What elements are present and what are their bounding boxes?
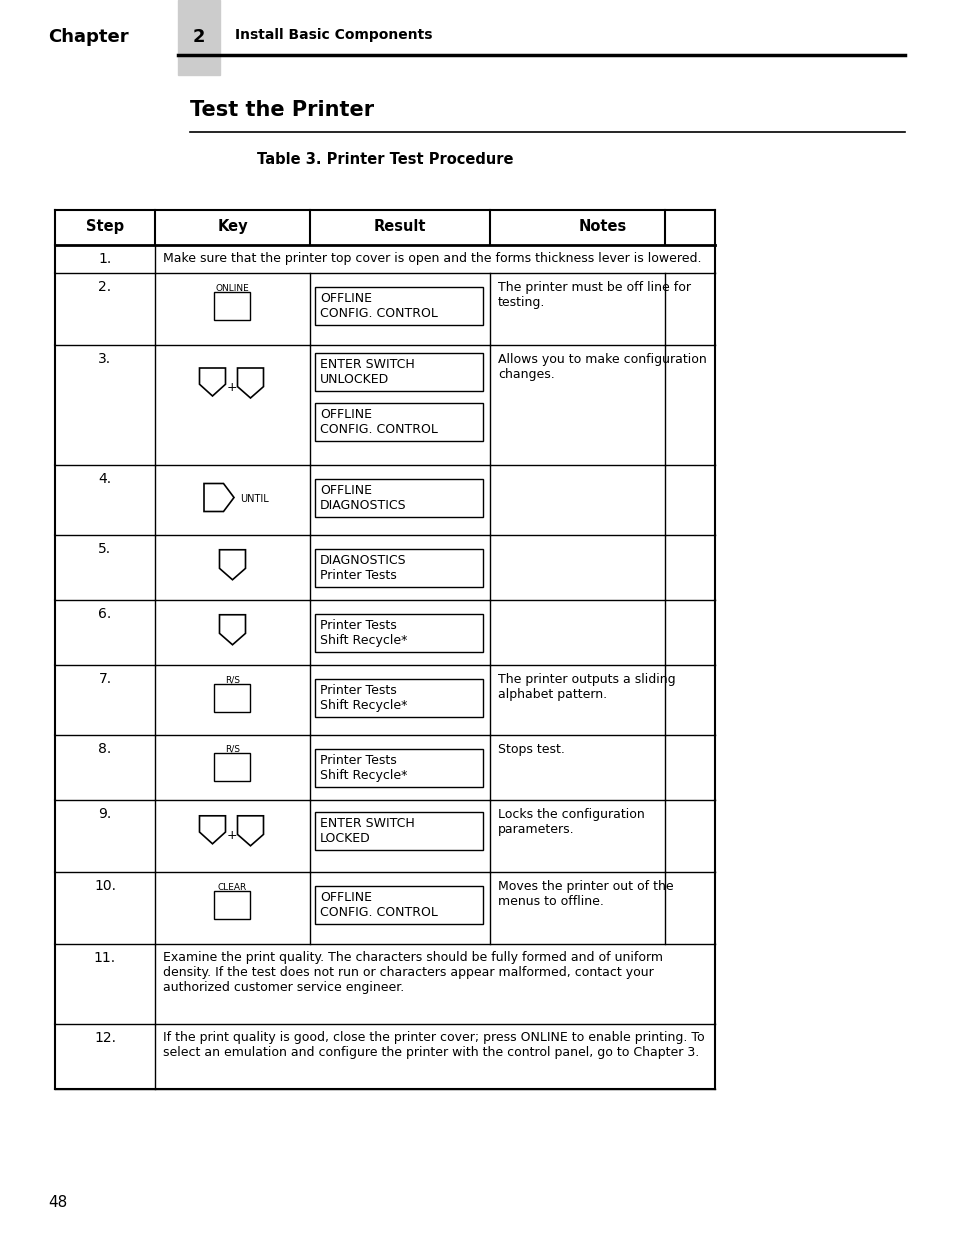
Text: 3.: 3. [98, 352, 112, 366]
Text: 2.: 2. [98, 280, 112, 294]
Text: LOCKED: LOCKED [319, 832, 371, 845]
Text: Key: Key [217, 219, 248, 233]
Text: 2: 2 [193, 28, 205, 46]
Text: ONLINE: ONLINE [215, 284, 249, 293]
Bar [314, 353, 482, 391]
Text: 7.: 7. [98, 672, 112, 685]
Text: DIAGNOSTICS: DIAGNOSTICS [319, 499, 406, 513]
Text: CONFIG. CONTROL: CONFIG. CONTROL [319, 906, 437, 919]
Text: Printer Tests: Printer Tests [319, 619, 396, 632]
Text: 5.: 5. [98, 542, 112, 556]
Text: 12.: 12. [94, 1031, 116, 1045]
Bar [178, 0, 220, 75]
Bar [314, 403, 482, 441]
Bar [314, 479, 482, 517]
Text: If the print quality is good, close the printer cover; press ONLINE to enable pr: If the print quality is good, close the … [163, 1031, 704, 1058]
Text: Allows you to make configuration
changes.: Allows you to make configuration changes… [497, 353, 706, 382]
Text: Shift Recycle*: Shift Recycle* [319, 769, 407, 782]
Text: OFFLINE: OFFLINE [319, 484, 372, 496]
Text: 6.: 6. [98, 606, 112, 621]
Text: Step: Step [86, 219, 124, 233]
Bar [314, 885, 482, 924]
Text: Moves the printer out of the
menus to offline.: Moves the printer out of the menus to of… [497, 881, 673, 908]
Text: Table 3. Printer Test Procedure: Table 3. Printer Test Procedure [256, 152, 513, 167]
Bar [314, 550, 482, 587]
Bar [314, 287, 482, 325]
Text: DIAGNOSTICS: DIAGNOSTICS [319, 555, 406, 567]
Text: CONFIG. CONTROL: CONFIG. CONTROL [319, 424, 437, 436]
Text: ENTER SWITCH: ENTER SWITCH [319, 358, 415, 370]
Text: Printer Tests: Printer Tests [319, 755, 396, 767]
Bar [214, 291, 251, 320]
Text: Examine the print quality. The characters should be fully formed and of uniform
: Examine the print quality. The character… [163, 951, 662, 994]
Text: Locks the configuration
parameters.: Locks the configuration parameters. [497, 808, 644, 836]
Text: The printer must be off line for
testing.: The printer must be off line for testing… [497, 282, 690, 309]
Text: 48: 48 [48, 1195, 67, 1210]
Text: Install Basic Components: Install Basic Components [234, 28, 432, 42]
Text: 10.: 10. [94, 879, 116, 893]
Bar [314, 748, 482, 787]
Text: 8.: 8. [98, 742, 112, 756]
Text: Test the Printer: Test the Printer [190, 100, 374, 120]
Bar [214, 890, 251, 919]
Text: 11.: 11. [93, 951, 116, 965]
Text: The printer outputs a sliding
alphabet pattern.: The printer outputs a sliding alphabet p… [497, 673, 675, 701]
Text: ENTER SWITCH: ENTER SWITCH [319, 818, 415, 830]
Bar [314, 679, 482, 718]
Text: +: + [226, 829, 236, 842]
Text: Printer Tests: Printer Tests [319, 684, 396, 697]
Text: Result: Result [374, 219, 426, 233]
Text: UNTIL: UNTIL [240, 494, 269, 505]
Text: Make sure that the printer top cover is open and the forms thickness lever is lo: Make sure that the printer top cover is … [163, 252, 700, 266]
Bar [314, 614, 482, 652]
Text: Notes: Notes [578, 219, 626, 233]
Text: 9.: 9. [98, 806, 112, 821]
Text: Shift Recycle*: Shift Recycle* [319, 699, 407, 713]
Text: OFFLINE: OFFLINE [319, 890, 372, 904]
Text: Printer Tests: Printer Tests [319, 569, 396, 582]
Text: R/S: R/S [225, 745, 240, 753]
Bar [214, 753, 251, 781]
Text: 1.: 1. [98, 252, 112, 266]
Text: +: + [226, 382, 236, 394]
Text: OFFLINE: OFFLINE [319, 408, 372, 421]
Text: CONFIG. CONTROL: CONFIG. CONTROL [319, 308, 437, 320]
Text: 4.: 4. [98, 472, 112, 487]
Text: OFFLINE: OFFLINE [319, 291, 372, 305]
Text: R/S: R/S [225, 676, 240, 684]
Bar [314, 811, 482, 850]
Text: Chapter: Chapter [48, 28, 129, 46]
Bar [214, 683, 251, 711]
Text: Stops test.: Stops test. [497, 743, 564, 756]
Text: UNLOCKED: UNLOCKED [319, 373, 389, 387]
Text: CLEAR: CLEAR [217, 883, 247, 892]
Text: Shift Recycle*: Shift Recycle* [319, 634, 407, 647]
